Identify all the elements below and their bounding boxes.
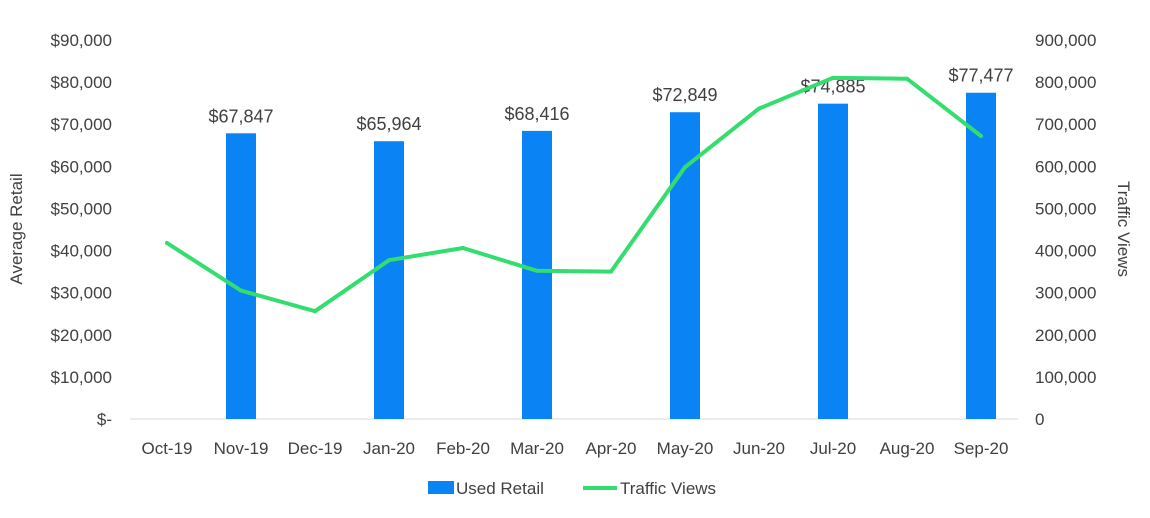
bar-used-retail xyxy=(226,133,256,419)
bar-data-label: $77,477 xyxy=(948,66,1013,86)
x-tick-label: Feb-20 xyxy=(436,439,490,458)
traffic-views-point xyxy=(757,106,761,111)
y2-tick-label: 800,000 xyxy=(1035,73,1096,92)
y-tick-label: $- xyxy=(97,410,112,429)
bar-used-retail xyxy=(374,141,404,419)
y2-tick-label: 900,000 xyxy=(1035,31,1096,50)
y2-tick-label: 600,000 xyxy=(1035,157,1096,176)
traffic-views-line xyxy=(165,75,983,314)
y-tick-label: $50,000 xyxy=(51,199,112,218)
y2-tick-label: 300,000 xyxy=(1035,284,1096,303)
traffic-views-point xyxy=(979,134,983,139)
bars xyxy=(226,92,996,420)
x-tick-label: Aug-20 xyxy=(880,439,935,458)
bar-data-label: $74,885 xyxy=(800,77,865,97)
x-tick-label: Jun-20 xyxy=(733,439,785,458)
y-tick-label: $80,000 xyxy=(51,73,112,92)
y2-tick-label: 400,000 xyxy=(1035,242,1096,261)
y-tick-label: $40,000 xyxy=(51,242,112,261)
y2-tick-label: 500,000 xyxy=(1035,199,1096,218)
bar-data-label: $65,964 xyxy=(356,114,421,134)
x-tick-label: Mar-20 xyxy=(510,439,564,458)
data-labels: $67,847 $65,964 $68,416 $72,849 $74,885 $77,4… xyxy=(208,66,1013,134)
traffic-views-point xyxy=(313,309,317,314)
bar-data-label: $72,849 xyxy=(652,85,717,105)
y-tick-label: $30,000 xyxy=(51,284,112,303)
x-tick-label: Oct-19 xyxy=(141,439,192,458)
y2-tick-label: 0 xyxy=(1035,410,1044,429)
y-tick-label: $20,000 xyxy=(51,326,112,345)
x-axis-ticks: Oct-19 Nov-19 Dec-19 Jan-20 Feb-20 Mar-20 Apr-… xyxy=(141,439,1008,458)
legend: Used Retail Traffic Views xyxy=(428,479,716,498)
x-tick-label: Nov-19 xyxy=(214,439,269,458)
y-tick-label: $90,000 xyxy=(51,31,112,50)
traffic-views-point xyxy=(535,268,539,273)
x-tick-label: May-20 xyxy=(657,439,714,458)
traffic-line-group xyxy=(165,75,983,314)
traffic-views-point xyxy=(461,246,465,251)
y2-tick-label: 100,000 xyxy=(1035,368,1096,387)
bar-used-retail xyxy=(670,112,700,420)
traffic-views-point xyxy=(165,240,169,245)
bar-used-retail xyxy=(522,130,552,419)
traffic-views-point xyxy=(683,165,687,170)
x-tick-label: Sep-20 xyxy=(954,439,1009,458)
traffic-views-point xyxy=(831,75,835,80)
y2-tick-label: 200,000 xyxy=(1035,326,1096,345)
y-tick-label: $70,000 xyxy=(51,115,112,134)
x-tick-label: Apr-20 xyxy=(585,439,636,458)
x-tick-label: Jan-20 xyxy=(363,439,415,458)
legend-swatch-used-retail xyxy=(428,481,454,494)
bar-data-label: $68,416 xyxy=(504,104,569,124)
traffic-views-point xyxy=(609,269,613,274)
legend-label-used-retail: Used Retail xyxy=(456,479,544,498)
bar-data-label: $67,847 xyxy=(208,106,273,126)
x-tick-label: Jul-20 xyxy=(810,439,856,458)
y-axis-title: Average Retail xyxy=(7,173,26,284)
traffic-views-point xyxy=(905,76,909,81)
bar-used-retail xyxy=(818,103,848,420)
traffic-views-point xyxy=(239,288,243,293)
left-axis-ticks: $- $10,000 $20,000 $30,000 $40,000 $50,000 $60… xyxy=(51,31,112,429)
y2-axis-title: Traffic Views xyxy=(1114,181,1133,277)
y-tick-label: $10,000 xyxy=(51,368,112,387)
bar-used-retail xyxy=(966,92,996,419)
traffic-views-point xyxy=(387,258,391,263)
y-tick-label: $60,000 xyxy=(51,157,112,176)
y2-tick-label: 700,000 xyxy=(1035,115,1096,134)
right-axis-ticks: 0 100,000 200,000 300,000 400,000 500,000 600,… xyxy=(1035,31,1096,429)
x-tick-label: Dec-19 xyxy=(288,439,343,458)
legend-label-traffic-views: Traffic Views xyxy=(620,479,716,498)
